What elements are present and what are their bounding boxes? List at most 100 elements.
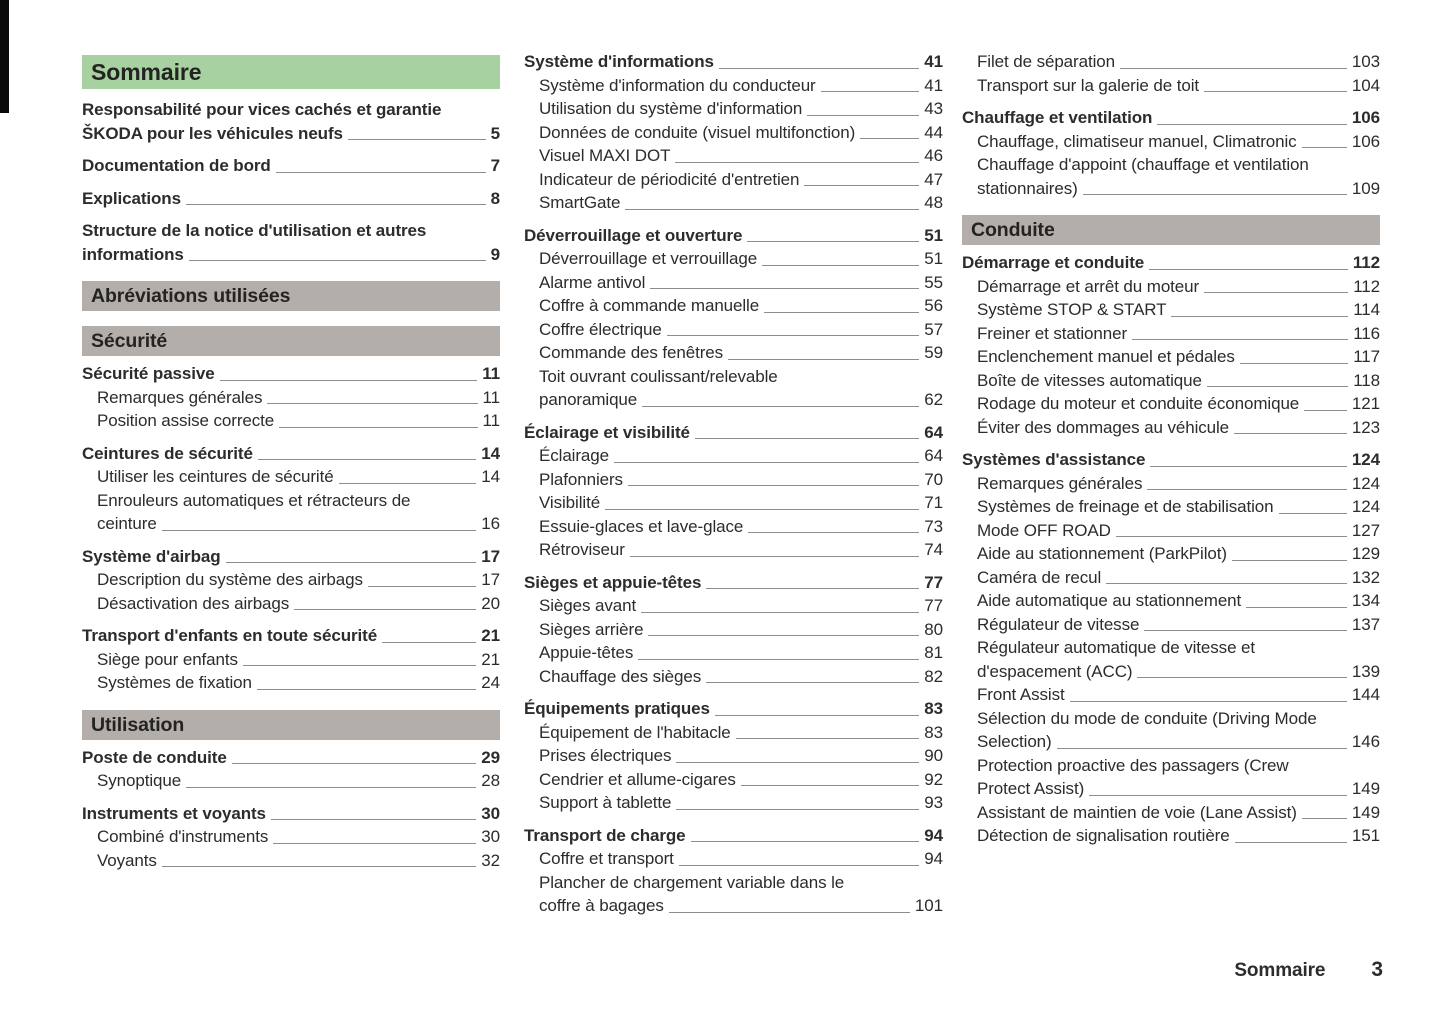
leader-line <box>742 224 924 248</box>
toc-entry-row: Boîte de vitesses automatique 118 <box>977 369 1380 393</box>
leader-line <box>1145 448 1352 472</box>
toc-entry-text: Synoptique <box>97 771 182 790</box>
toc-entry: Rétroviseur 74 <box>524 538 943 562</box>
toc-entry: Cendrier et allume-cigares 92 <box>524 768 943 792</box>
leader-line <box>1166 298 1353 322</box>
toc-entry-page-number: 17 <box>481 570 500 589</box>
leader-line <box>1199 74 1352 98</box>
leader-line <box>802 97 924 121</box>
leader-line <box>686 824 925 848</box>
toc-entry-page-number: 134 <box>1351 591 1380 610</box>
toc-entry-page-number: 70 <box>924 469 943 489</box>
toc-entry-text: Appuie-têtes <box>539 643 634 662</box>
toc-entry-text: Rodage du moteur et conduite économique <box>977 394 1300 413</box>
leader-line <box>157 849 481 873</box>
toc-entry-row: informations 9 <box>82 243 500 267</box>
toc-entry-row: Transport de charge 94 <box>524 824 943 848</box>
toc-entry-row: Sièges arrière 80 <box>539 618 943 642</box>
leader-line <box>253 442 481 466</box>
toc-entry-text: Enrouleurs automatiques et rétracteurs d… <box>97 490 411 510</box>
toc-entry-row: Description du système des airbags 17 <box>97 568 500 592</box>
toc-entry: Plafonniers 70 <box>524 468 943 492</box>
leader-line <box>690 421 924 445</box>
toc-entry: Assistant de maintien de voie (Lane Assi… <box>962 801 1380 825</box>
toc-entry-text: Démarrage et conduite <box>962 253 1145 272</box>
leader-line <box>710 697 924 721</box>
toc-entry: Éclairage et visibilité 64 <box>524 421 943 445</box>
toc-entry: Structure de la notice d'utilisation et … <box>82 219 500 266</box>
leader-line <box>1052 730 1352 754</box>
toc-entry-page-number: 24 <box>481 673 500 692</box>
toc-entry-page-number: 83 <box>924 722 943 742</box>
toc-entry-row: Transport d'enfants en toute sécurité 21 <box>82 624 500 648</box>
leader-line <box>1132 660 1351 684</box>
leader-line <box>1229 416 1352 440</box>
toc-entry-row: Support à tablette 93 <box>539 791 943 815</box>
toc-entry-page-number: 8 <box>490 188 500 208</box>
toc-entry-row: Enclenchement manuel et pédales 117 <box>977 345 1380 369</box>
toc-entry-row: Sièges avant 77 <box>539 594 943 618</box>
toc-entry-text: Filet de séparation <box>977 52 1115 71</box>
toc-group: Transport de charge 94 Coffre et transport… <box>524 824 943 918</box>
toc-entry-page-number: 21 <box>481 626 500 645</box>
leader-line <box>731 721 925 745</box>
leader-line <box>252 671 481 695</box>
toc-entry: Toit ouvrant coulissant/relevable panoram… <box>524 365 943 412</box>
toc-entry-text: ceinture <box>97 514 157 533</box>
toc-column-left: Sommaire Responsabilité pour vices cachés… <box>82 50 500 872</box>
toc-entry-text: Équipement de l'habitacle <box>539 722 731 742</box>
toc-entry-row: Démarrage et conduite 112 <box>962 251 1380 275</box>
toc-entry-row: d'espacement (ACC) 139 <box>977 660 1380 684</box>
toc-entry-row: Plafonniers 70 <box>539 468 943 492</box>
leader-line <box>816 74 925 98</box>
leader-line <box>343 122 491 146</box>
toc-entry-row: Sièges et appuie-têtes 77 <box>524 571 943 595</box>
leader-line <box>633 641 924 665</box>
toc-entry-text: Chauffage des sièges <box>539 666 702 686</box>
toc-entry-row: Chauffage, climatiseur manuel, Climatron… <box>977 130 1380 154</box>
toc-title: Sommaire <box>82 55 500 89</box>
toc-entry: Enclenchement manuel et pédales 117 <box>962 345 1380 369</box>
toc-entry-text: coffre à bagages <box>539 896 664 915</box>
toc-entry-page-number: 146 <box>1351 732 1380 751</box>
toc-entry-text: Rétroviseur <box>539 540 625 559</box>
toc-entry-text: Sécurité passive <box>82 364 215 383</box>
toc-entry-text: Système d'information du conducteur <box>539 75 816 95</box>
leader-line <box>1227 542 1352 566</box>
toc-entry-page-number: 11 <box>482 364 500 383</box>
toc-entry-page-number: 44 <box>924 122 943 142</box>
toc-entry: Description du système des airbags 17 <box>82 568 500 592</box>
toc-entry: Poste de conduite 29 <box>82 746 500 770</box>
toc-entry: Remarques générales 124 <box>962 472 1380 496</box>
toc-entry-row: coffre à bagages 101 <box>539 894 943 918</box>
leader-line <box>600 491 924 515</box>
toc-entry: Filet de séparation 103 <box>962 50 1380 74</box>
toc-entry-page-number: 64 <box>924 446 943 465</box>
toc-entry-text: Protect Assist) <box>977 779 1085 798</box>
toc-entry-row: Filet de séparation 103 <box>977 50 1380 74</box>
toc-entry-text: Ceintures de sécurité <box>82 443 253 463</box>
toc-entry-row: Éviter des dommages au véhicule 123 <box>977 416 1380 440</box>
toc-entry: Sièges arrière 80 <box>524 618 943 642</box>
leader-line <box>855 121 924 145</box>
toc-entry-row: Éclairage 64 <box>539 444 943 468</box>
toc-entry-text: Indicateur de périodicité d'entretien <box>539 169 800 189</box>
toc-group: Sécurité passive 11 Remarques générales 11 P… <box>82 362 500 433</box>
toc-entry-page-number: 55 <box>924 272 943 292</box>
toc-entry-row: Mode OFF ROAD 127 <box>977 519 1380 543</box>
toc-entry-text: Équipements pratiques <box>524 699 710 718</box>
toc-entry-page-number: 71 <box>924 493 943 512</box>
toc-entry: Système d'airbag 17 <box>82 545 500 569</box>
toc-entry-row: Démarrage et arrêt du moteur 112 <box>977 275 1380 299</box>
toc-entry: Freiner et stationner 116 <box>962 322 1380 346</box>
toc-entry-page-number: 149 <box>1351 802 1380 822</box>
leader-line <box>757 247 924 271</box>
toc-entry: Sélection du mode de conduite (Driving M… <box>962 707 1380 754</box>
toc-entry-text: Déverrouillage et ouverture <box>524 225 743 245</box>
toc-column-right: Filet de séparation 103 Transport sur la g… <box>962 50 1380 848</box>
toc-entry: Coffre à commande manuelle 56 <box>524 294 943 318</box>
toc-entry: Coffre et transport 94 <box>524 847 943 871</box>
toc-entry-text: Support à tablette <box>539 793 672 812</box>
toc-entry: Transport de charge 94 <box>524 824 943 848</box>
toc-entry: Aide au stationnement (ParkPilot) 129 <box>962 542 1380 566</box>
